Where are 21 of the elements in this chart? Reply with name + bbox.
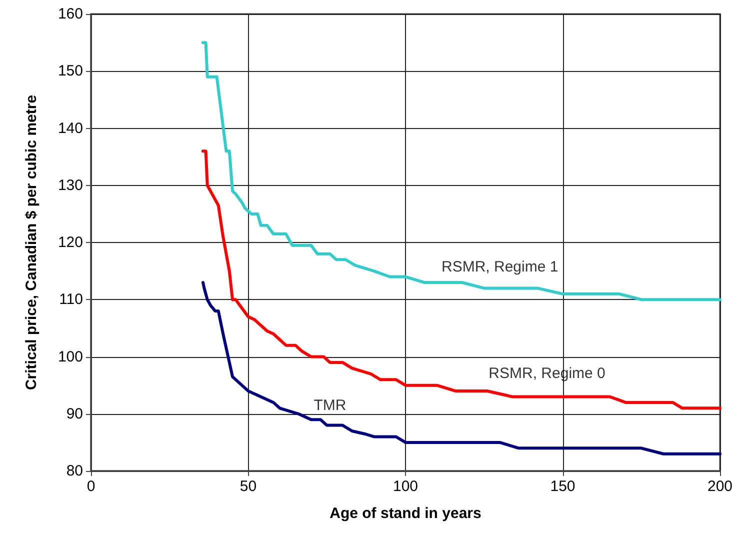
y-axis-title: Critical price, Canadian $ per cubic metre [23, 94, 40, 390]
y-tick-label: 80 [66, 462, 83, 480]
line-series [201, 41, 722, 302]
y-tick-label: 110 [59, 291, 83, 308]
x-tick-label: 150 [550, 478, 576, 495]
y-tick-label: 100 [58, 348, 83, 366]
line-series [201, 280, 722, 456]
x-tick-label: 50 [240, 478, 257, 495]
y-tick-label: 140 [58, 120, 83, 137]
x-tick-label: 0 [86, 478, 96, 495]
y-tick-label: 160 [58, 6, 83, 22]
x-tick-label: 100 [392, 478, 418, 495]
series-label: TMR [314, 396, 346, 414]
line-series [201, 150, 722, 410]
x-axis-title: Age of stand in years [330, 505, 482, 522]
y-tick-label: 130 [58, 176, 83, 194]
y-tick-label: 150 [58, 62, 83, 80]
y-tick-label: 90 [66, 405, 83, 422]
series-label: RSMR, Regime 1 [442, 258, 558, 276]
x-tick-label: 200 [707, 478, 733, 495]
y-tick-label: 120 [58, 234, 83, 251]
